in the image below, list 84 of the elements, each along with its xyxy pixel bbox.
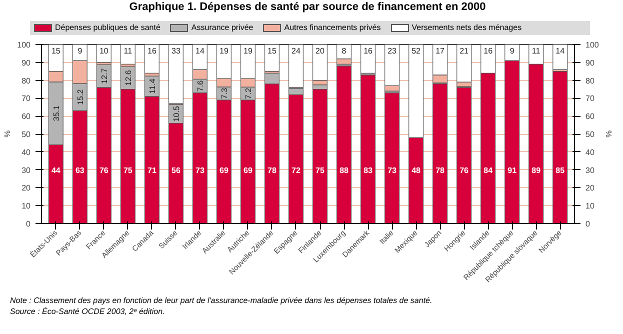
data-label: 17 bbox=[436, 46, 446, 56]
data-label: 7.6 bbox=[196, 80, 205, 92]
data-label: 11 bbox=[124, 46, 133, 56]
text: Note : Classement des pays en fonction de leur part de l'assurance-maladie privée dans les dépenses totales de santé. bbox=[10, 296, 432, 305]
y-tick-label: 50 bbox=[22, 130, 32, 139]
data-label: 89 bbox=[532, 166, 542, 175]
source-note: Source : Éco-Santé OCDE 2003, 2ᵉ édition. bbox=[10, 307, 165, 316]
data-label: 76 bbox=[460, 166, 470, 175]
data-label: 24 bbox=[292, 46, 301, 56]
y-tick-label: 10 bbox=[22, 202, 32, 211]
data-label: 33 bbox=[172, 46, 181, 56]
data-label: 14 bbox=[556, 46, 566, 56]
y2-tick-label: 80 bbox=[586, 76, 595, 86]
y2-tick-label: 100 bbox=[586, 40, 600, 50]
y-tick-label: 0 bbox=[26, 220, 32, 228]
y-tick-label: 40 bbox=[22, 148, 32, 157]
data-label: 76 bbox=[99, 166, 109, 175]
data-label: 15 bbox=[51, 46, 61, 56]
data-label: 19 bbox=[220, 46, 229, 56]
data-label: 75 bbox=[316, 166, 326, 175]
data-label: 8 bbox=[342, 46, 347, 56]
y2-tick-label: 20 bbox=[586, 184, 595, 193]
data-label: 35.1 bbox=[52, 104, 61, 122]
y-tick-label: 90 bbox=[22, 58, 32, 68]
data-label: 78 bbox=[268, 166, 277, 175]
data-label: 52 bbox=[412, 46, 422, 56]
y2-tick-label: 30 bbox=[586, 166, 595, 175]
data-label: 69 bbox=[220, 166, 229, 175]
data-label: 69 bbox=[244, 166, 253, 175]
y2-tick-label: 40 bbox=[586, 148, 595, 157]
data-label: 7.3 bbox=[220, 87, 229, 100]
data-label: 15 bbox=[268, 46, 277, 56]
legend-label: Autres financements privés bbox=[283, 22, 381, 34]
y2-tick-label: 10 bbox=[586, 202, 595, 211]
y-tick-label: 20 bbox=[22, 184, 32, 193]
data-label: 73 bbox=[196, 166, 205, 175]
data-label: 21 bbox=[460, 46, 470, 56]
legend-label: Dépenses publiques de santé bbox=[54, 22, 160, 34]
chart-title: Graphique 1. Dépenses de santé par source de financement en 2000 bbox=[129, 0, 486, 15]
y-tick-label: 60 bbox=[22, 112, 32, 122]
data-label: 14 bbox=[196, 46, 205, 56]
data-label: 88 bbox=[340, 166, 350, 175]
data-label: 12.6 bbox=[124, 70, 133, 86]
data-label: 73 bbox=[388, 166, 398, 175]
y-tick-label: 80 bbox=[22, 76, 32, 86]
data-label: 44 bbox=[51, 166, 61, 175]
y-axis-title: % bbox=[3, 130, 12, 138]
data-label: 9 bbox=[510, 46, 515, 56]
data-label: 10.5 bbox=[172, 106, 181, 122]
data-label: 84 bbox=[484, 166, 494, 175]
data-label: 16 bbox=[364, 46, 374, 56]
data-label: 83 bbox=[364, 166, 374, 175]
data-label: 63 bbox=[75, 166, 85, 175]
data-label: 10 bbox=[99, 46, 109, 56]
data-label: 71 bbox=[147, 166, 157, 175]
y2-tick-label: 0 bbox=[586, 220, 590, 228]
data-label: 72 bbox=[292, 166, 301, 175]
data-label: 15.2 bbox=[76, 88, 85, 105]
data-label: 19 bbox=[244, 46, 253, 56]
y-tick-label: 30 bbox=[22, 166, 32, 175]
data-label: 85 bbox=[556, 166, 566, 175]
data-label: 16 bbox=[147, 46, 157, 56]
data-label: 12.7 bbox=[100, 68, 109, 84]
y-tick-label: 70 bbox=[22, 94, 32, 104]
legend-label: Versements nets des ménages bbox=[410, 22, 522, 34]
data-label: 56 bbox=[172, 166, 181, 175]
data-label: 78 bbox=[436, 166, 446, 175]
data-label: 9 bbox=[78, 46, 83, 56]
data-label: 11 bbox=[532, 46, 541, 56]
data-label: 91 bbox=[508, 166, 518, 175]
y2-tick-label: 70 bbox=[586, 94, 595, 104]
data-label: 23 bbox=[388, 46, 398, 56]
data-label: 20 bbox=[316, 46, 326, 56]
y2-axis-title: % bbox=[604, 130, 613, 138]
data-label: 16 bbox=[484, 46, 494, 56]
data-label: 7.2 bbox=[244, 87, 253, 100]
data-label: 11.4 bbox=[148, 78, 157, 94]
legend-label: Assurance privée bbox=[190, 22, 254, 34]
y2-tick-label: 50 bbox=[586, 130, 595, 139]
y-tick-label: 100 bbox=[17, 40, 32, 50]
data-label: 48 bbox=[412, 166, 422, 175]
data-label: 75 bbox=[123, 166, 133, 175]
y2-tick-label: 60 bbox=[586, 112, 595, 122]
y2-tick-label: 90 bbox=[586, 58, 595, 68]
